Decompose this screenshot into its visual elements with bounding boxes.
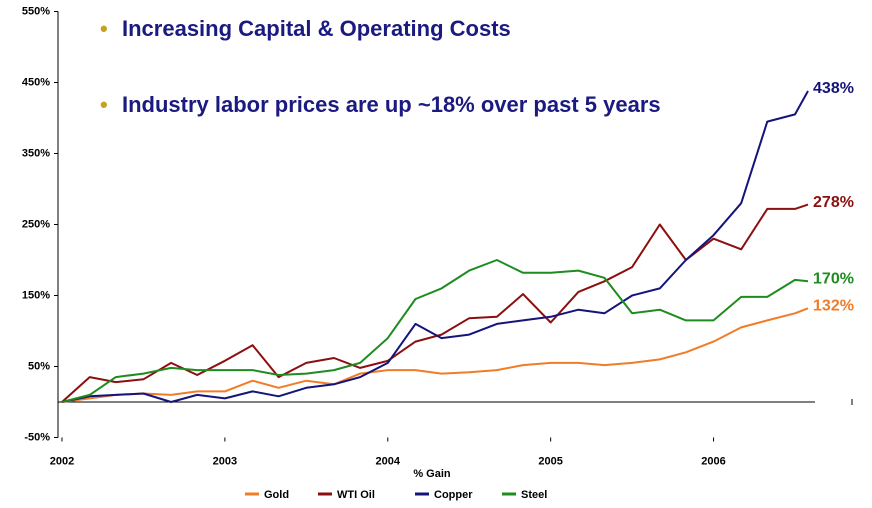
y-tick-label: -50% [24, 431, 50, 443]
legend-label: Gold [264, 489, 289, 501]
annotation: Increasing Capital & Operating Costs [100, 14, 662, 44]
y-tick-label: 150% [22, 289, 50, 301]
end-label: 170% [813, 271, 854, 288]
series-line [61, 90, 809, 403]
end-label: 278% [813, 194, 854, 211]
x-tick-label: 2005 [538, 455, 562, 467]
x-tick-label: 2004 [376, 455, 401, 467]
y-tick-label: 450% [22, 76, 50, 88]
legend-label: WTI Oil [337, 489, 375, 501]
x-tick-label: 2006 [701, 455, 725, 467]
x-tick-label: 2003 [213, 455, 237, 467]
legend-label: Copper [434, 489, 473, 501]
series-line [61, 307, 809, 403]
x-axis-label: % Gain [413, 468, 451, 480]
end-label: 438% [813, 80, 854, 97]
annotation: Industry labor prices are up ~18% over p… [100, 90, 662, 120]
end-label: 132% [813, 297, 854, 314]
x-tick-label: 2002 [50, 455, 74, 467]
series-line [61, 259, 809, 403]
y-tick-label: 550% [22, 5, 50, 17]
y-tick-label: 350% [22, 147, 50, 159]
legend-label: Steel [521, 489, 547, 501]
y-tick-label: 250% [22, 218, 50, 230]
y-tick-label: 50% [28, 360, 50, 372]
